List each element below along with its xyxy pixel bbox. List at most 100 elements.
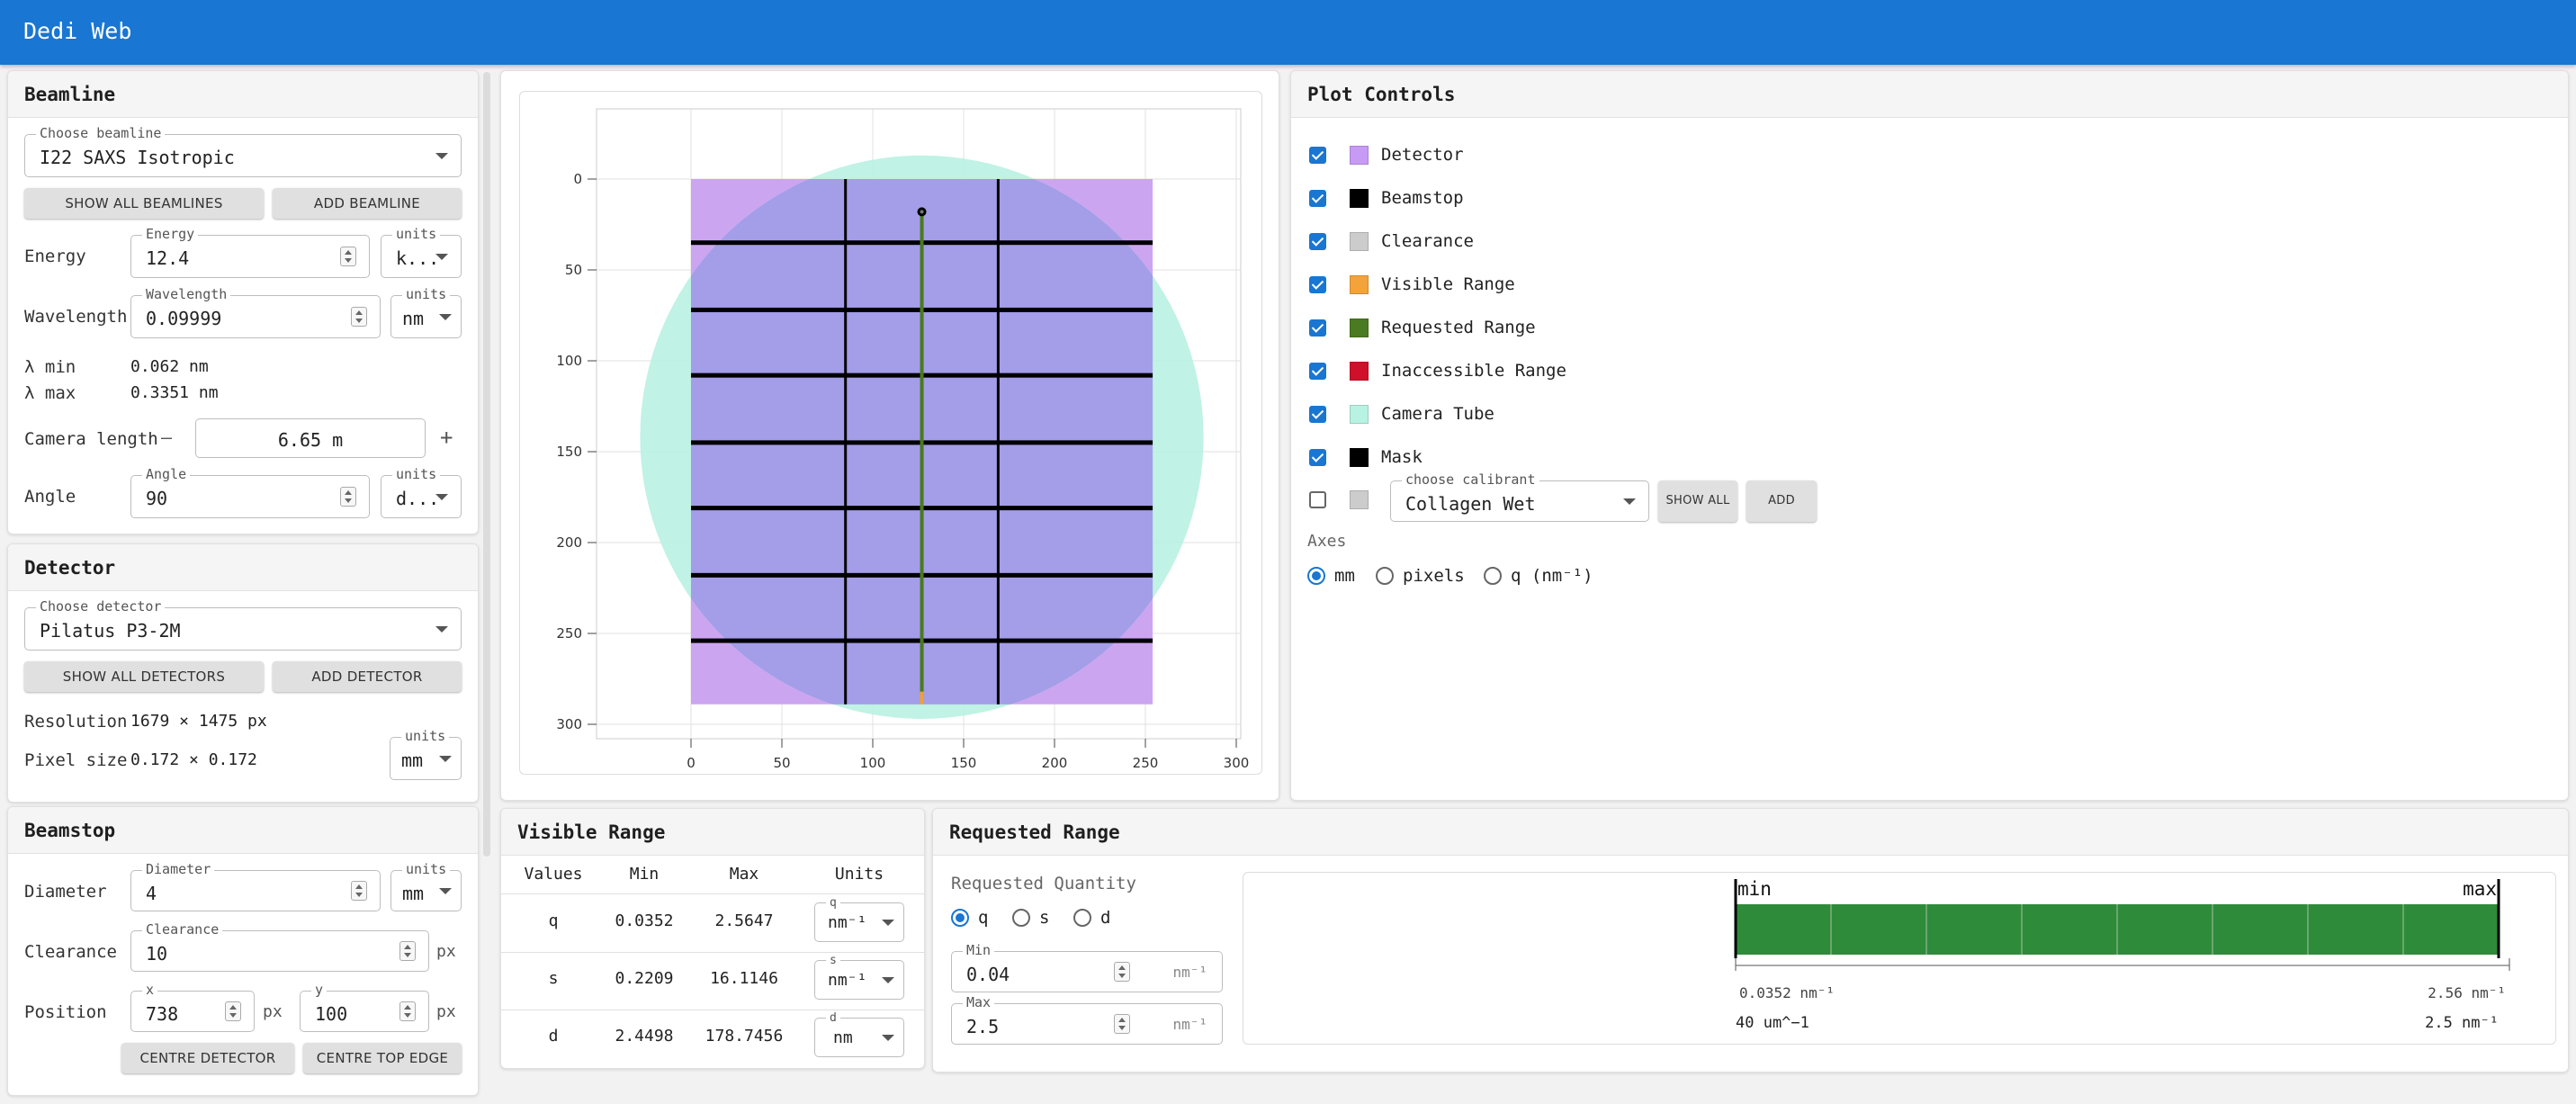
quantity-radio-q[interactable]: [951, 909, 969, 927]
wavelength-units-select[interactable]: units nm: [390, 286, 462, 338]
calibrant-checkbox[interactable]: [1309, 491, 1326, 508]
stepper-icon[interactable]: [351, 881, 367, 901]
checkbox-inaccessible-range[interactable]: [1309, 363, 1326, 380]
resolution-label: Resolution: [24, 712, 128, 732]
show-all-detectors-button[interactable]: SHOW ALL DETECTORS: [24, 661, 264, 692]
y-tick-label: 0: [573, 171, 582, 187]
checkbox-visible-range[interactable]: [1309, 276, 1326, 293]
checkbox-camera-tube[interactable]: [1309, 406, 1326, 423]
lambda-max-value: 0.3351 nm: [130, 383, 219, 402]
checkbox-clearance[interactable]: [1309, 233, 1326, 250]
diameter-input[interactable]: Diameter 4: [130, 861, 381, 911]
quantity-radio-d[interactable]: [1073, 909, 1091, 927]
plus-icon[interactable]: +: [440, 425, 453, 450]
stepper-icon[interactable]: [351, 307, 367, 327]
x-tick-label: 150: [951, 755, 977, 771]
checkbox-detector[interactable]: [1309, 147, 1326, 164]
checkbox-mask[interactable]: [1309, 449, 1326, 466]
lambda-min-label: λ min: [24, 357, 76, 377]
angle-input[interactable]: Angle 90: [130, 466, 370, 518]
requested-min-input[interactable]: Min 0.04 nm⁻¹: [951, 942, 1223, 992]
wavelength-input[interactable]: Wavelength 0.09999: [130, 286, 381, 338]
y-tick-label: 100: [556, 353, 582, 369]
swatch-requested-range: [1350, 319, 1369, 337]
pixel-size-units-label: units: [401, 728, 450, 744]
add-beamline-button[interactable]: ADD BEAMLINE: [273, 188, 462, 219]
app-bar: Dedi Web: [0, 0, 2576, 65]
position-x-value: 738: [146, 1003, 179, 1025]
centre-detector-button[interactable]: CENTRE DETECTOR: [121, 1043, 294, 1073]
stepper-icon[interactable]: [1114, 1014, 1130, 1034]
angle-units-value: d...: [396, 488, 440, 509]
calibrant-add-button[interactable]: ADD: [1746, 480, 1817, 522]
position-x-label: x: [142, 982, 158, 998]
position-y-input[interactable]: y 100: [300, 982, 429, 1032]
requested-max-value: 2.5: [966, 1016, 1000, 1037]
plot-panel: 0 50 100 150 200 250 300 0 50 100 150 200 250 300: [500, 70, 1279, 801]
pixel-size-label: Pixel size: [24, 750, 128, 770]
axes-option-pixels: pixels: [1403, 566, 1465, 586]
position-y-unit: px: [436, 1002, 456, 1021]
angle-units-select[interactable]: units d...: [381, 466, 462, 518]
clearance-input[interactable]: Clearance 10: [130, 921, 429, 972]
row-q-units-select[interactable]: q nm⁻¹: [814, 895, 904, 942]
show-all-beamlines-button[interactable]: SHOW ALL BEAMLINES: [24, 188, 264, 219]
beamline-title: Beamline: [24, 84, 116, 105]
requested-quantity-label: Requested Quantity: [951, 874, 1136, 893]
energy-units-select[interactable]: units k...: [381, 226, 462, 278]
row-d-units-value: nm: [833, 1028, 853, 1047]
diameter-units-select[interactable]: units mm: [390, 861, 462, 911]
show-all-detectors-label: SHOW ALL DETECTORS: [62, 669, 226, 685]
chevron-down-icon: [435, 153, 448, 159]
pixel-size-units-select[interactable]: units mm: [390, 728, 462, 780]
y-tick-label: 300: [556, 716, 582, 732]
detector-select[interactable]: Choose detector Pilatus P3-2M: [24, 598, 462, 651]
stepper-icon[interactable]: [1114, 962, 1130, 982]
stepper-icon[interactable]: [399, 941, 416, 961]
plot-area: [596, 108, 1242, 740]
axes-option-q: q (nm⁻¹): [1511, 566, 1593, 586]
row-d-name: d: [548, 1027, 559, 1046]
y-tick-label: 150: [556, 444, 582, 460]
row-s-units-value: nm⁻¹: [828, 971, 867, 990]
checkbox-beamstop[interactable]: [1309, 190, 1326, 207]
axes-radio-pixels[interactable]: [1376, 567, 1394, 585]
calibrant-show-all-button[interactable]: SHOW ALL: [1658, 480, 1737, 522]
x-tick-label: 200: [1042, 755, 1068, 771]
position-x-input[interactable]: x 738: [130, 982, 255, 1032]
row-s-units-label: s: [826, 953, 840, 969]
visible-min-label: 0.0352 nm⁻¹: [1739, 984, 1835, 1001]
camera-length-input[interactable]: 6.65 m: [195, 418, 426, 458]
minus-icon[interactable]: —: [161, 426, 173, 448]
row-s-units-select[interactable]: s nm⁻¹: [814, 953, 904, 1000]
add-beamline-label: ADD BEAMLINE: [313, 195, 421, 211]
sidebar-scrollbar[interactable]: [483, 72, 490, 857]
quantity-radio-s[interactable]: [1012, 909, 1030, 927]
centre-top-edge-button[interactable]: CENTRE TOP EDGE: [303, 1043, 462, 1073]
stepper-icon[interactable]: [225, 1001, 241, 1021]
row-q-min: 0.0352: [615, 911, 674, 930]
angle-field-label: Angle: [142, 466, 191, 482]
add-detector-button[interactable]: ADD DETECTOR: [273, 661, 462, 692]
angle-value: 90: [146, 488, 168, 509]
stepper-icon[interactable]: [340, 247, 356, 266]
detector-select-value: Pilatus P3-2M: [40, 620, 181, 642]
stepper-icon[interactable]: [340, 487, 356, 507]
detector-plot[interactable]: 0 50 100 150 200 250 300 0 50 100 150 200 250 300: [519, 91, 1262, 775]
requested-max-input[interactable]: Max 2.5 nm⁻¹: [951, 994, 1223, 1045]
stepper-icon[interactable]: [399, 1001, 416, 1021]
calibrant-select-label: choose calibrant: [1402, 471, 1539, 488]
axes-radio-q[interactable]: [1484, 567, 1502, 585]
beamline-select[interactable]: Choose beamline I22 SAXS Isotropic: [24, 125, 462, 177]
show-all-beamlines-label: SHOW ALL BEAMLINES: [65, 195, 223, 211]
x-tick-label: 300: [1224, 755, 1250, 771]
axes-radio-mm[interactable]: [1307, 567, 1325, 585]
calibrant-select[interactable]: choose calibrant Collagen Wet: [1390, 471, 1649, 522]
detector-panel: Detector Choose detector Pilatus P3-2M S…: [7, 543, 479, 803]
axes-label: Axes: [1307, 532, 1347, 551]
energy-input[interactable]: Energy 12.4: [130, 226, 370, 278]
checkbox-requested-range[interactable]: [1309, 319, 1326, 337]
clearance-unit: px: [436, 942, 456, 961]
row-d-units-select[interactable]: d nm: [814, 1010, 904, 1057]
plot-controls-title: Plot Controls: [1307, 84, 1456, 105]
